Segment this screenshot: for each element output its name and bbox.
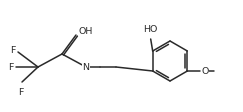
Text: F: F [8,63,13,72]
Text: F: F [18,87,24,96]
Text: F: F [10,46,15,55]
Text: OH: OH [78,27,92,36]
Text: N: N [83,63,89,72]
Text: O: O [201,67,209,76]
Text: HO: HO [144,25,158,34]
